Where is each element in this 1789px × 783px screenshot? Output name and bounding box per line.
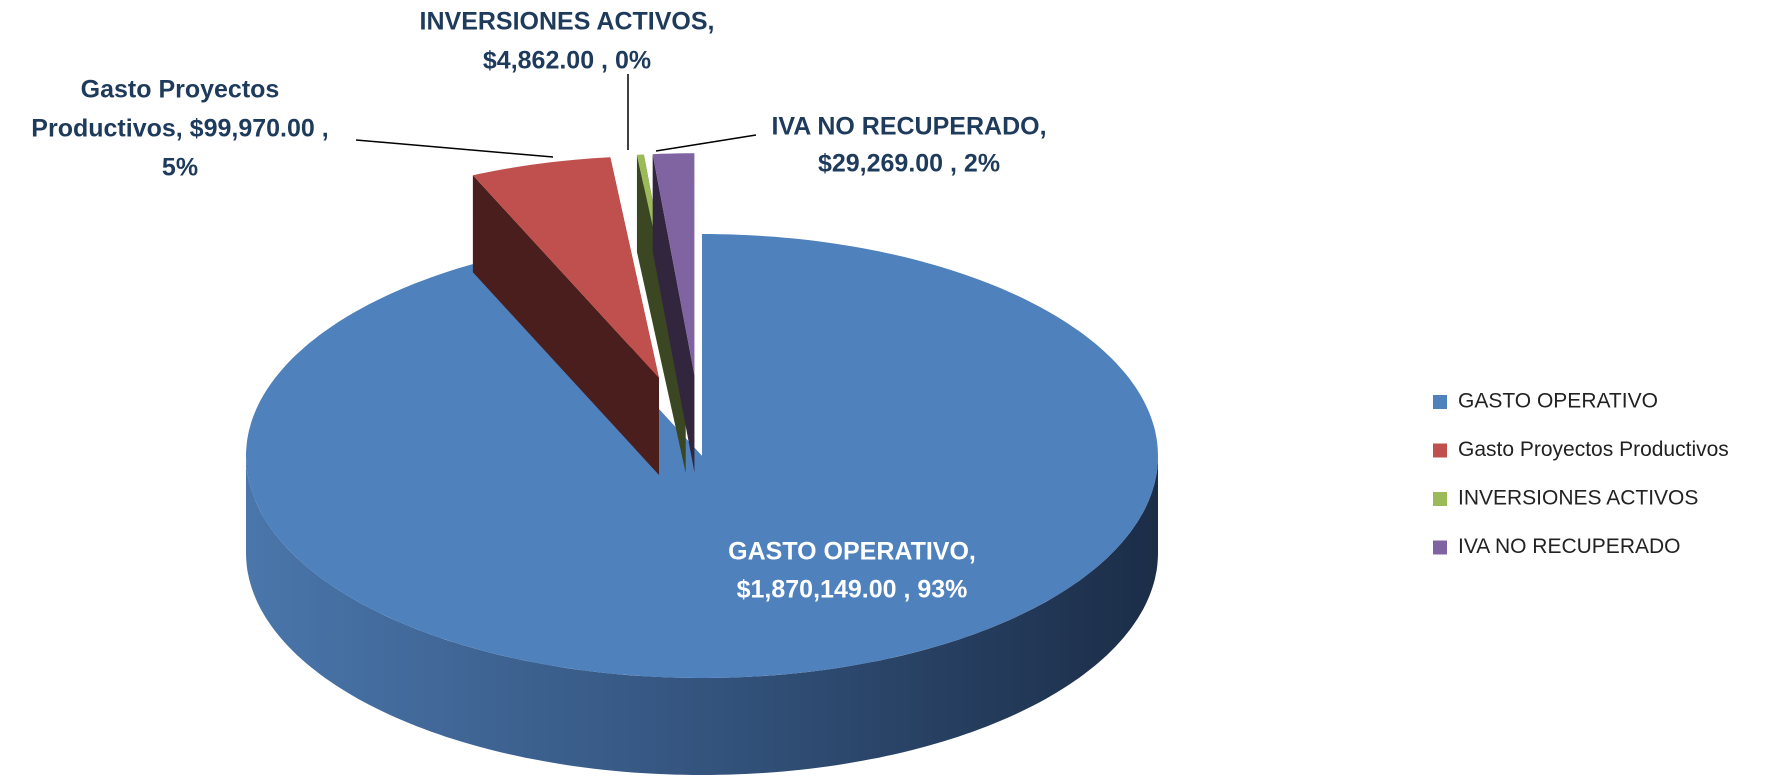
legend-swatch: [1433, 540, 1447, 555]
legend-label: IVA NO RECUPERADO: [1458, 535, 1681, 558]
legend-label: Gasto Proyectos Productivos: [1458, 438, 1729, 461]
slice-top: [472, 157, 659, 378]
legend-swatch: [1433, 443, 1447, 458]
leader-line: [355, 139, 554, 158]
slice-side: [246, 456, 1158, 775]
legend-label: INVERSIONES ACTIVOS: [1458, 487, 1698, 510]
slice-top: [652, 153, 695, 376]
data-label: INVERSIONES ACTIVOS,: [420, 8, 715, 36]
slice-top: [246, 234, 1158, 678]
data-label: Productivos, $99,970.00 ,: [31, 115, 328, 143]
slice-wall: [472, 175, 659, 475]
slice: [652, 153, 695, 473]
data-label: $29,269.00 , 2%: [818, 150, 1000, 178]
data-label: GASTO OPERATIVO,: [728, 538, 976, 566]
slice: [246, 234, 1158, 775]
slice: [472, 157, 659, 475]
slice-wall: [652, 154, 695, 473]
legend-label: GASTO OPERATIVO: [1458, 390, 1658, 413]
data-label: $4,862.00 , 0%: [483, 47, 651, 75]
leader-line: [655, 134, 757, 152]
data-label: IVA NO RECUPERADO,: [771, 113, 1046, 141]
legend-swatch: [1433, 492, 1447, 506]
data-label: $1,870,149.00 , 93%: [737, 576, 968, 604]
legend-swatch: [1433, 395, 1447, 409]
data-label: Gasto Proyectos: [81, 76, 280, 104]
data-label: 5%: [162, 154, 198, 182]
